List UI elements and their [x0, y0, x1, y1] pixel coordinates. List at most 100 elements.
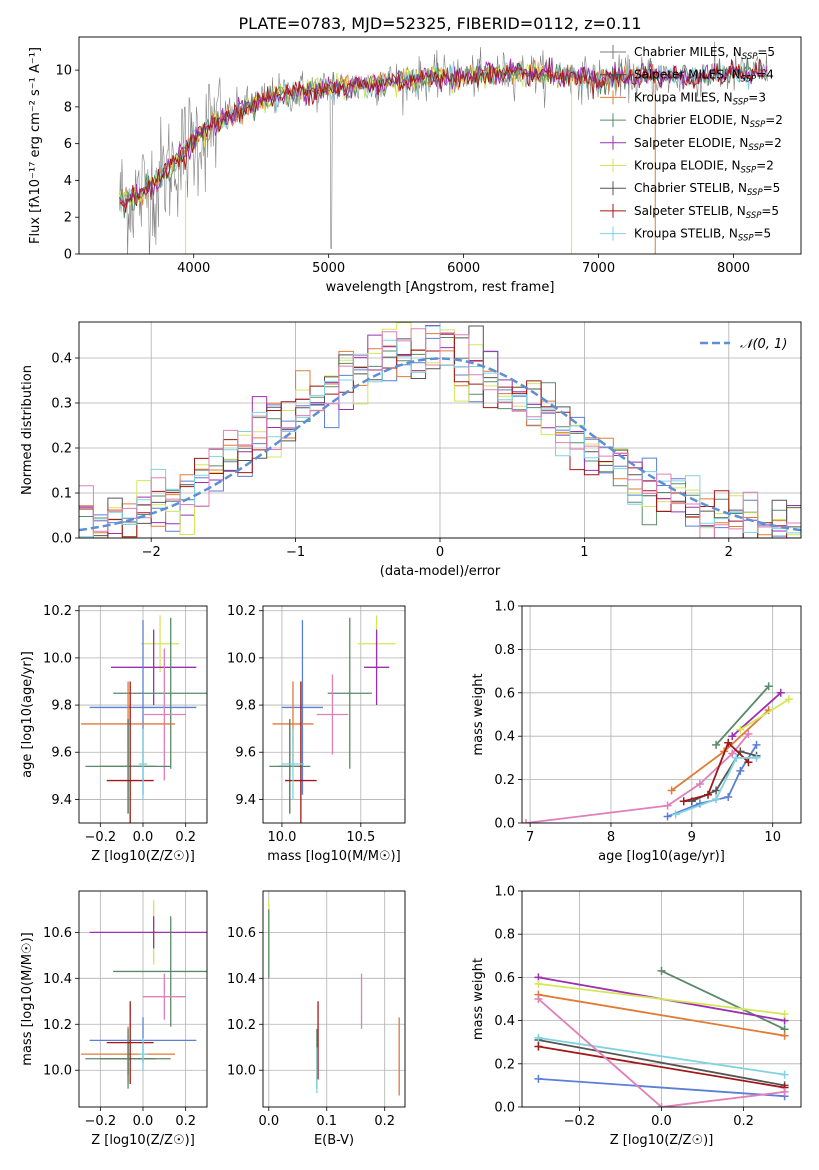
legend-label: Chabrier STELIB, NSSP=5	[634, 181, 780, 198]
y-tick-label: 0.1	[51, 487, 72, 502]
mass-weight-marker	[784, 695, 793, 704]
mass-weight-line	[661, 970, 785, 1031]
y-axis-label: mass weight	[471, 958, 486, 1040]
mass_weight_vs_age-panel: 7 8 9 10 0.0 0.2 0.4 0.6 0.8 1.0 age [log10(age/yr…	[471, 600, 802, 864]
mass-weight-marker	[663, 801, 672, 810]
y-tick-label: 4	[64, 174, 72, 189]
mass-weight-marker	[534, 995, 543, 1003]
mass-weight-marker	[534, 1042, 543, 1051]
mass-weight-marker	[671, 810, 680, 819]
age_vs_mass-panel: 10.0 10.5 9.4 9.6 9.8 10.0 10.2 mass [log10(M/M…	[227, 604, 406, 864]
axes-frame	[78, 36, 802, 255]
mass-weight-marker	[752, 740, 761, 749]
mass-weight-line	[538, 1045, 785, 1089]
y-tick-label: 0.3	[51, 397, 72, 412]
x-axis-label: Z [log10(Z/Z☉)]	[91, 849, 195, 864]
y-axis-label: Flux [fλ10⁻¹⁷ erg cm⁻² s⁻¹ A⁻¹]	[28, 47, 43, 244]
mass-weight-marker	[728, 749, 737, 758]
y-tick-label: 9.4	[51, 793, 72, 808]
mass-weight-line	[537, 998, 785, 1107]
y-axis-label: age [log10(age/yr)]	[20, 651, 35, 778]
legend-subscript: SSP	[747, 188, 763, 198]
y-tick-label: 10.4	[227, 972, 256, 987]
y-axis-label: mass [log10(M/M☉)]	[20, 932, 35, 1065]
error-bar-point	[89, 916, 207, 949]
x-tick-label: 0.2	[175, 830, 196, 845]
y-tick-label: 10.0	[227, 651, 256, 666]
y-tick-label: 10.6	[43, 926, 72, 941]
mass-weight-line	[675, 757, 757, 816]
error-bar-point	[138, 1038, 148, 1071]
axes-frame	[521, 605, 802, 824]
legend-label: Chabrier ELODIE, NSSP=2	[634, 113, 783, 130]
axes-frame	[262, 605, 406, 824]
mass-weight-line	[667, 744, 758, 818]
error-bar-point	[316, 674, 349, 755]
error-bar-point	[140, 615, 180, 673]
histogram-series	[79, 328, 801, 538]
legend-label-value: =2	[764, 136, 782, 150]
x-tick-label: 7000	[582, 261, 615, 276]
legend-label-value: =2	[756, 159, 774, 173]
legend-label-text: Chabrier ELODIE, N	[634, 113, 750, 127]
x-tick-label: 0.1	[316, 1114, 337, 1129]
y-tick-label: 0.0	[494, 1101, 515, 1116]
x-axis-label: age [log10(age/yr)]	[598, 849, 725, 864]
error-bar-point	[143, 973, 186, 1020]
error-bar-point	[85, 1028, 171, 1089]
mass-weight-marker	[679, 797, 688, 806]
x-tick-label: 10	[764, 830, 781, 845]
mass_vs_EBV-panel: 0.0 0.1 0.2 10.0 10.2 10.4 10.6 E(B-V)	[227, 890, 406, 1148]
x-tick-label: 2	[725, 545, 733, 560]
mass-weight-marker	[522, 819, 531, 823]
x-axis-label: (data-model)/error	[380, 564, 501, 579]
model-spectrum-line	[119, 57, 768, 213]
mass-weight-line	[739, 698, 790, 731]
y-tick-label: 10.2	[227, 604, 256, 619]
mass-weight-marker	[780, 1010, 789, 1019]
mass-weight-marker	[724, 738, 733, 747]
error-bar-point	[281, 728, 305, 800]
legend-label: Salpeter ELODIE, NSSP=2	[634, 136, 782, 153]
x-tick-label: 8	[607, 830, 615, 845]
y-tick-label: 10.2	[43, 1018, 72, 1033]
y-tick-label: 10.2	[227, 1018, 256, 1033]
y-tick-label: 0.2	[51, 442, 72, 457]
residual_hist-plot-area	[79, 322, 801, 538]
legend-label-text: Salpeter STELIB, N	[634, 204, 746, 218]
age_vs_Z-plot-area	[81, 615, 207, 823]
mass-weight-marker	[764, 682, 773, 691]
legend-label: Kroupa MILES, NSSP=3	[634, 90, 766, 107]
legend-label-value: =5	[757, 45, 775, 59]
error-bar-point	[85, 719, 171, 814]
error-bar-point	[113, 916, 207, 1027]
legend-label-text: Kroupa MILES, N	[634, 90, 733, 104]
legend-label-value: =4	[756, 68, 774, 82]
error-bar-point	[106, 1001, 154, 1085]
legend-label-text: Chabrier STELIB, N	[634, 181, 747, 195]
legend-label-text: Salpeter ELODIE, N	[634, 136, 748, 150]
age_vs_Z-panel: −0.2 0.0 0.2 9.4 9.6 9.8 10.0 10.2 Z [log10(Z/Z☉…	[20, 604, 208, 864]
legend-subscript: SSP	[750, 120, 766, 130]
y-tick-label: 9.8	[51, 699, 72, 714]
legend-subscript: SSP	[738, 234, 754, 244]
x-tick-label: 0	[436, 545, 444, 560]
mass_weight_vs_Z-panel: −0.2 0.0 0.2 0.0 0.2 0.4 0.6 0.8 1.0 Z [log10(Z/Z…	[471, 885, 802, 1148]
y-tick-label: 0.6	[494, 686, 515, 701]
mass-weight-marker	[534, 1033, 543, 1042]
error-bar-point	[111, 629, 197, 706]
y-tick-label: 0.2	[494, 1057, 515, 1072]
mass-weight-marker	[667, 786, 676, 795]
mass-weight-line	[538, 993, 785, 1037]
mass-weight-marker	[728, 732, 737, 741]
y-tick-label: 2	[64, 211, 72, 226]
y-tick-label: 10.0	[43, 1064, 72, 1079]
x-tick-label: −0.2	[85, 1114, 117, 1129]
mass-weight-marker	[657, 966, 666, 975]
y-tick-label: 0.4	[494, 730, 515, 745]
legend-label-text: Kroupa STELIB, N	[634, 227, 738, 241]
mass-weight-line	[715, 685, 770, 746]
axes-frame	[78, 605, 208, 824]
legend-label: Kroupa ELODIE, NSSP=2	[634, 159, 774, 176]
